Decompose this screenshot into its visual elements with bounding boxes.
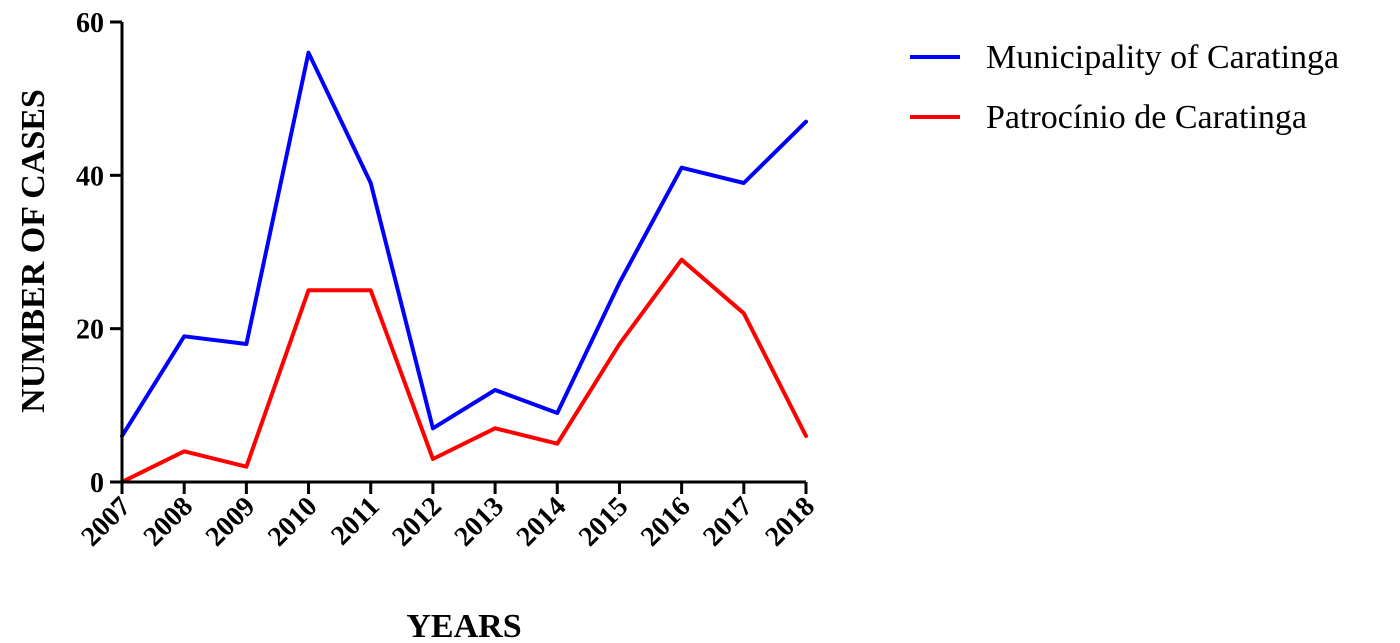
y-tick-label: 60	[76, 8, 104, 39]
axes-layer	[120, 22, 806, 484]
x-ticks: 2007 2008 2009 2010 2011 2012 2013 2014 2015 2016…	[75, 482, 821, 553]
x-tick-label: 2015	[573, 491, 635, 553]
y-ticks: 0 20 40 60	[76, 8, 122, 499]
x-tick-label: 2008	[138, 491, 200, 553]
x-tick-label: 2007	[75, 491, 137, 553]
legend: Municipality of Caratinga Patrocínio de …	[910, 39, 1339, 136]
y-tick-label: 40	[76, 161, 104, 192]
x-tick-label: 2016	[635, 491, 697, 553]
series-line-0	[120, 50, 808, 438]
series-line-1	[120, 257, 808, 484]
x-tick-label: 2018	[759, 491, 821, 553]
x-tick-label: 2012	[386, 491, 448, 553]
x-tick-label: 2017	[697, 491, 759, 553]
x-tick-label: 2013	[449, 491, 511, 553]
legend-label-patrocinio: Patrocínio de Caratinga	[986, 99, 1307, 136]
x-axis-title: YEARS	[406, 608, 521, 643]
legend-label-municipality: Municipality of Caratinga	[986, 39, 1339, 76]
x-tick-label: 2011	[325, 491, 385, 551]
y-axis-title: NUMBER OF CASES	[15, 89, 52, 413]
y-tick-label: 0	[90, 468, 104, 499]
x-tick-label: 2009	[200, 491, 262, 553]
axes-frame	[120, 22, 806, 484]
x-tick-label: 2014	[511, 491, 573, 553]
x-tick-label: 2010	[262, 491, 324, 553]
y-tick-label: 20	[76, 315, 104, 346]
series-layer	[120, 50, 808, 484]
